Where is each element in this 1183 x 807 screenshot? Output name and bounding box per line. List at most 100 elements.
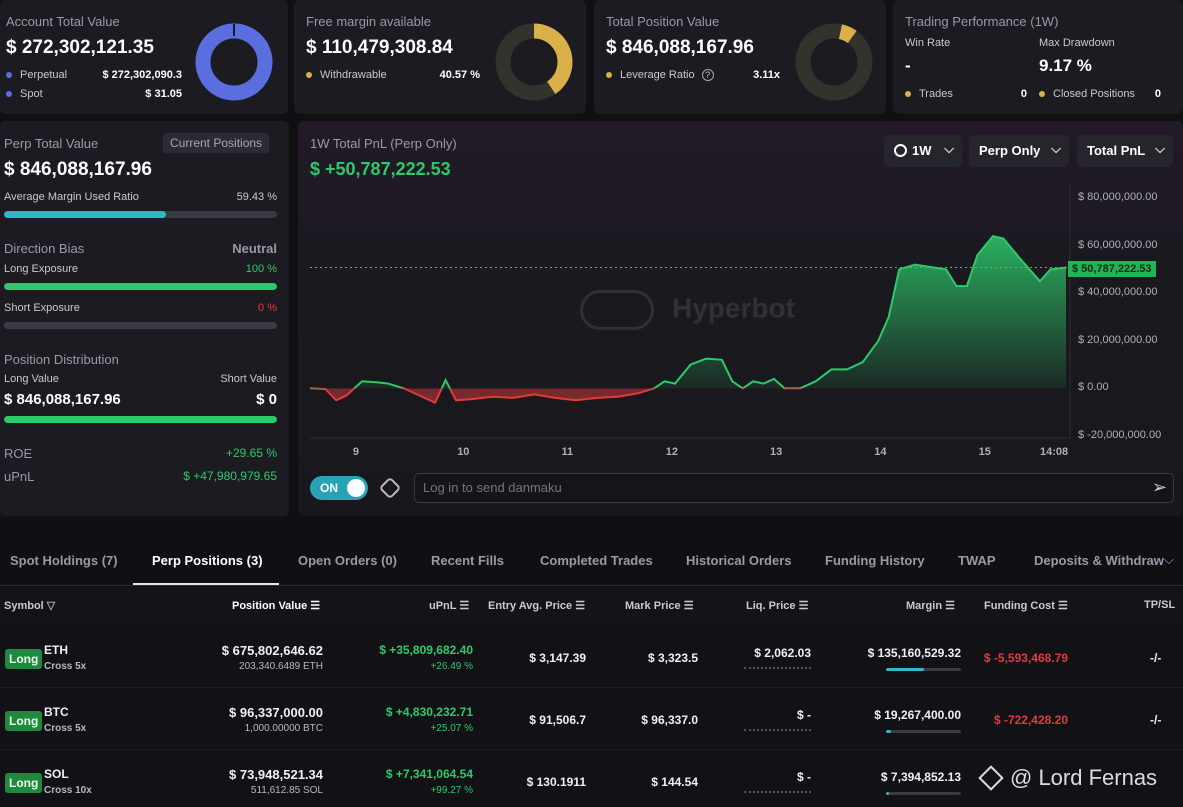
liq-dotted-line — [744, 729, 811, 731]
margin-mode: Cross 5x — [44, 661, 87, 672]
mark-price: $ 144.54 — [651, 775, 698, 789]
liq-price: $ - — [796, 708, 811, 722]
filter-icon[interactable]: ▽ — [46, 600, 56, 612]
upnl-label: uPnL — [4, 469, 35, 484]
header-funding-cost[interactable]: Funding Cost ☰ — [984, 599, 1068, 612]
sort-icon[interactable]: ☰ — [575, 600, 586, 612]
short-exposure-bar — [4, 322, 277, 329]
margin-used-label: Average Margin Used Ratio — [4, 191, 139, 203]
sort-icon[interactable]: ☰ — [683, 600, 694, 612]
send-icon[interactable]: ➢ — [1151, 477, 1167, 497]
upnl-value: $ +47,980,979.65 — [183, 469, 277, 483]
tabs-scroll-chevron-icon[interactable]: ⌵ — [1164, 552, 1174, 567]
entry-price: $ 3,147.39 — [529, 651, 586, 665]
trades-legend: Trades — [905, 88, 953, 100]
short-exposure-value: 0 % — [258, 302, 277, 314]
sort-icon[interactable]: ☰ — [798, 600, 809, 612]
timeframe-dropdown[interactable]: 1W ⌵ — [884, 135, 962, 167]
y-tick-label: $ 80,000,000.00 — [1078, 191, 1158, 203]
header-symbol-label: Symbol — [4, 600, 44, 612]
question-circle-icon[interactable]: ? — [701, 69, 714, 81]
tab-2[interactable]: Open Orders (0) — [298, 553, 397, 568]
sort-icon[interactable]: ☰ — [459, 600, 470, 612]
perp-total-title: Perp Total Value — [4, 136, 99, 151]
x-tick-label: 11 — [561, 446, 574, 458]
metric-dropdown[interactable]: Total PnL ⌵ — [1077, 135, 1173, 167]
danmaku-input[interactable] — [423, 480, 1123, 495]
roe-value: +29.65 % — [225, 446, 277, 460]
header-entry-price[interactable]: Entry Avg. Price ☰ — [488, 599, 585, 612]
account-total-card: Account Total Value $ 272,302,121.35 Per… — [0, 0, 288, 114]
tab-4[interactable]: Completed Trades — [540, 553, 653, 568]
funding-cost: $ -722,428.20 — [993, 713, 1068, 727]
danmaku-toggle[interactable]: ON — [310, 476, 368, 500]
sort-icon[interactable]: ☰ — [310, 600, 321, 612]
tab-8[interactable]: Deposits & Withdraw — [1034, 553, 1164, 568]
total-position-value: $ 846,088,167.96 — [606, 37, 754, 58]
header-liq-price[interactable]: Liq. Price ☰ — [746, 599, 808, 612]
header-mark-price[interactable]: Mark Price ☰ — [625, 599, 694, 612]
header-margin[interactable]: Margin ☰ — [906, 599, 955, 612]
side-badge: Long — [5, 649, 43, 669]
position-donut-chart — [795, 23, 873, 101]
watermark-text: Hyperbot — [672, 292, 795, 324]
spot-dot-icon — [6, 91, 12, 98]
symbol: ETH — [44, 643, 68, 657]
scope-dropdown[interactable]: Perp Only ⌵ — [969, 135, 1069, 167]
table-row[interactable] — [0, 750, 1183, 807]
distribution-bar — [4, 416, 277, 423]
symbol: SOL — [44, 767, 69, 781]
long-value: $ 846,088,167.96 — [4, 391, 121, 408]
long-exposure-bar — [4, 283, 277, 290]
closed-dot-icon — [1039, 91, 1045, 98]
direction-bias-label: Direction Bias — [4, 241, 85, 256]
tab-7[interactable]: TWAP — [958, 553, 996, 568]
pnl-area-chart — [309, 185, 1071, 440]
spot-value: $ 31.05 — [145, 88, 182, 100]
leverage-dot-icon — [606, 72, 612, 79]
upnl-percent: +99.27 % — [430, 785, 473, 796]
header-position-value[interactable]: Position Value ☰ — [232, 599, 320, 612]
mark-price: $ 96,337.0 — [641, 713, 698, 727]
spot-label: Spot — [20, 88, 43, 100]
table-row[interactable] — [0, 688, 1183, 750]
table-row[interactable] — [0, 626, 1183, 688]
tab-3[interactable]: Recent Fills — [431, 553, 504, 568]
free-margin-value: $ 110,479,308.84 — [306, 37, 453, 58]
tab-1[interactable]: Perp Positions (3) — [152, 553, 263, 568]
table-header-row — [0, 587, 1183, 625]
sort-icon[interactable]: ☰ — [1057, 600, 1068, 612]
current-positions-button[interactable]: Current Positions — [163, 133, 270, 153]
danmaku-input-box[interactable]: ➢ — [414, 473, 1174, 503]
header-symbol[interactable]: Symbol ▽ — [4, 599, 55, 612]
spot-legend: Spot — [6, 88, 43, 100]
entry-price: $ 130.1911 — [526, 775, 586, 789]
free-margin-title: Free margin available — [306, 14, 432, 29]
header-margin-label: Margin — [906, 600, 943, 612]
toggle-knob — [347, 479, 365, 497]
y-tick-label: $ 60,000,000.00 — [1078, 238, 1158, 251]
header-pos-label: Position Value — [232, 600, 308, 612]
position-size: 511,612.85 SOL — [250, 785, 323, 796]
direction-bias-value: Neutral — [232, 241, 277, 256]
chart-pnl-value: $ +50,787,222.53 — [310, 159, 451, 179]
long-exposure-value: 100 % — [245, 263, 277, 275]
upnl: $ +7,341,064.54 — [385, 767, 473, 781]
sort-icon[interactable]: ☰ — [945, 600, 955, 612]
x-tick-label: 13 — [770, 446, 783, 458]
long-exposure-label: Long Exposure — [4, 263, 78, 275]
y-tick-label: $ 0.00 — [1078, 381, 1109, 394]
tab-6[interactable]: Funding History — [825, 553, 925, 568]
x-tick-label: 15 — [978, 446, 991, 458]
tab-active-underline — [133, 583, 279, 585]
hyperbot-logo-icon — [580, 290, 654, 330]
chevron-down-icon: ⌵ — [1155, 141, 1165, 156]
leverage-legend: Leverage Ratio ? — [606, 69, 714, 81]
header-upnl[interactable]: uPnL ☰ — [429, 599, 469, 612]
header-liq-label: Liq. Price — [746, 600, 796, 612]
x-tick-label: 10 — [457, 446, 470, 458]
tab-5[interactable]: Historical Orders — [686, 553, 792, 568]
perp-summary-panel: Perp Total Value Current Positions $ 846… — [0, 121, 289, 516]
pnl-negative-line — [309, 388, 803, 405]
tab-0[interactable]: Spot Holdings (7) — [10, 553, 118, 568]
